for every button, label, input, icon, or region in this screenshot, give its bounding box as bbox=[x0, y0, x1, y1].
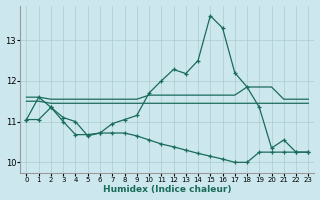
X-axis label: Humidex (Indice chaleur): Humidex (Indice chaleur) bbox=[103, 185, 232, 194]
